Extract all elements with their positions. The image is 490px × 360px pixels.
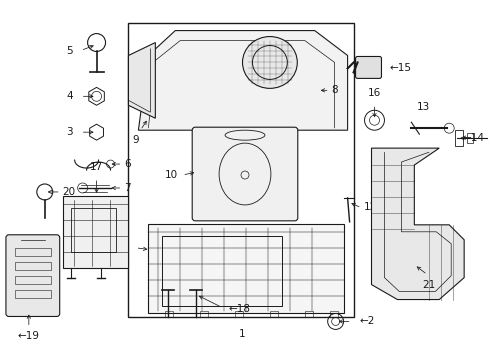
Text: ←14: ←14 bbox=[462, 133, 484, 143]
Bar bbox=[165, 311, 173, 318]
Text: 1: 1 bbox=[239, 329, 245, 339]
Bar bbox=[467, 133, 473, 143]
Text: 12: 12 bbox=[364, 202, 377, 212]
Polygon shape bbox=[128, 42, 155, 118]
Text: 3: 3 bbox=[66, 127, 73, 137]
Text: 4: 4 bbox=[66, 91, 73, 101]
Text: 9: 9 bbox=[132, 135, 139, 145]
Bar bbox=[162, 236, 282, 306]
Text: 5: 5 bbox=[66, 45, 73, 55]
FancyBboxPatch shape bbox=[6, 235, 60, 316]
Bar bbox=[15, 289, 51, 298]
Text: ←15: ←15 bbox=[390, 63, 412, 73]
Bar bbox=[305, 311, 313, 318]
Text: 20: 20 bbox=[63, 187, 76, 197]
Polygon shape bbox=[138, 31, 347, 130]
Text: 11: 11 bbox=[115, 243, 128, 253]
Text: ←18: ←18 bbox=[228, 305, 250, 315]
Text: 13: 13 bbox=[416, 102, 430, 112]
Text: 17: 17 bbox=[90, 162, 103, 172]
Bar bbox=[63, 196, 128, 268]
Bar bbox=[71, 208, 117, 252]
Polygon shape bbox=[371, 148, 464, 300]
Text: 21: 21 bbox=[423, 280, 436, 289]
Bar bbox=[235, 311, 243, 318]
Text: ←2: ←2 bbox=[360, 316, 375, 327]
FancyBboxPatch shape bbox=[356, 57, 382, 78]
Bar bbox=[15, 262, 51, 270]
FancyBboxPatch shape bbox=[192, 127, 298, 221]
Text: 7: 7 bbox=[124, 183, 131, 193]
Bar bbox=[148, 224, 343, 314]
Ellipse shape bbox=[243, 37, 297, 88]
Bar bbox=[330, 311, 338, 318]
Text: ←19: ←19 bbox=[18, 332, 40, 341]
Bar bbox=[15, 248, 51, 256]
Bar bbox=[15, 276, 51, 284]
Text: 6: 6 bbox=[124, 159, 131, 169]
Bar bbox=[200, 311, 208, 318]
Bar bbox=[128, 23, 354, 318]
Text: 10: 10 bbox=[165, 170, 178, 180]
Bar bbox=[455, 130, 463, 146]
Bar bbox=[270, 311, 278, 318]
Text: 8: 8 bbox=[332, 85, 338, 95]
Text: 16: 16 bbox=[368, 88, 381, 98]
